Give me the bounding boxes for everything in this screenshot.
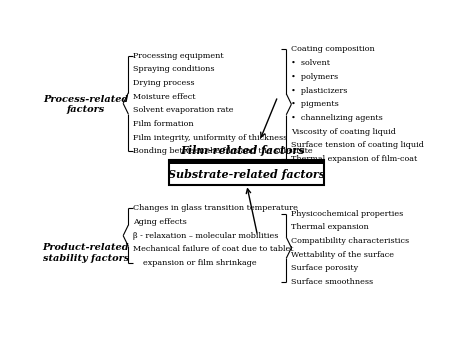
Text: Thermal expansion of film-coat: Thermal expansion of film-coat — [292, 155, 418, 163]
Text: Film integrity, uniformity of thickness: Film integrity, uniformity of thickness — [133, 134, 287, 142]
Text: Mechanical failure of coat due to tablet: Mechanical failure of coat due to tablet — [133, 245, 293, 253]
Text: Solvent evaporation rate: Solvent evaporation rate — [133, 106, 233, 114]
Text: Surface porosity: Surface porosity — [292, 264, 358, 272]
Text: Film formation: Film formation — [133, 120, 193, 128]
Text: Wettability of the surface: Wettability of the surface — [292, 251, 394, 259]
Text: expansion or film shrinkage: expansion or film shrinkage — [133, 259, 256, 267]
Text: Surface smoothness: Surface smoothness — [292, 278, 374, 286]
Text: Film-related factors: Film-related factors — [181, 145, 305, 156]
Text: •  pigments: • pigments — [292, 100, 339, 108]
Text: Physicochemical properties: Physicochemical properties — [292, 210, 404, 218]
Text: Changes in glass transition temperature: Changes in glass transition temperature — [133, 204, 298, 212]
Text: Compatibility characteristics: Compatibility characteristics — [292, 237, 410, 245]
FancyBboxPatch shape — [169, 159, 324, 164]
Text: Thermal expansion: Thermal expansion — [292, 223, 369, 231]
Text: Bonding between the film and the substrate: Bonding between the film and the substra… — [133, 147, 312, 155]
Text: Process-related
factors: Process-related factors — [43, 94, 128, 114]
Text: Surface tension of coating liquid: Surface tension of coating liquid — [292, 141, 424, 149]
Text: •  plasticizers: • plasticizers — [292, 87, 348, 94]
Text: Product-related
stability factors: Product-related stability factors — [42, 243, 129, 263]
Text: Processing equipment: Processing equipment — [133, 52, 223, 60]
Text: Aging effects: Aging effects — [133, 218, 186, 226]
Text: •  channelizing agents: • channelizing agents — [292, 114, 383, 122]
FancyBboxPatch shape — [169, 159, 324, 185]
Text: Coating composition: Coating composition — [292, 45, 375, 53]
Text: Drying process: Drying process — [133, 79, 194, 87]
Text: Moisture effect: Moisture effect — [133, 93, 195, 101]
Text: Viscosity of coating liquid: Viscosity of coating liquid — [292, 128, 396, 136]
Text: Spraying conditions: Spraying conditions — [133, 65, 214, 73]
Text: Substrate-related factors: Substrate-related factors — [168, 169, 325, 180]
Text: β - relaxation – molecular mobilities: β - relaxation – molecular mobilities — [133, 232, 278, 240]
Text: •  solvent: • solvent — [292, 59, 330, 67]
Text: •  polymers: • polymers — [292, 73, 338, 81]
